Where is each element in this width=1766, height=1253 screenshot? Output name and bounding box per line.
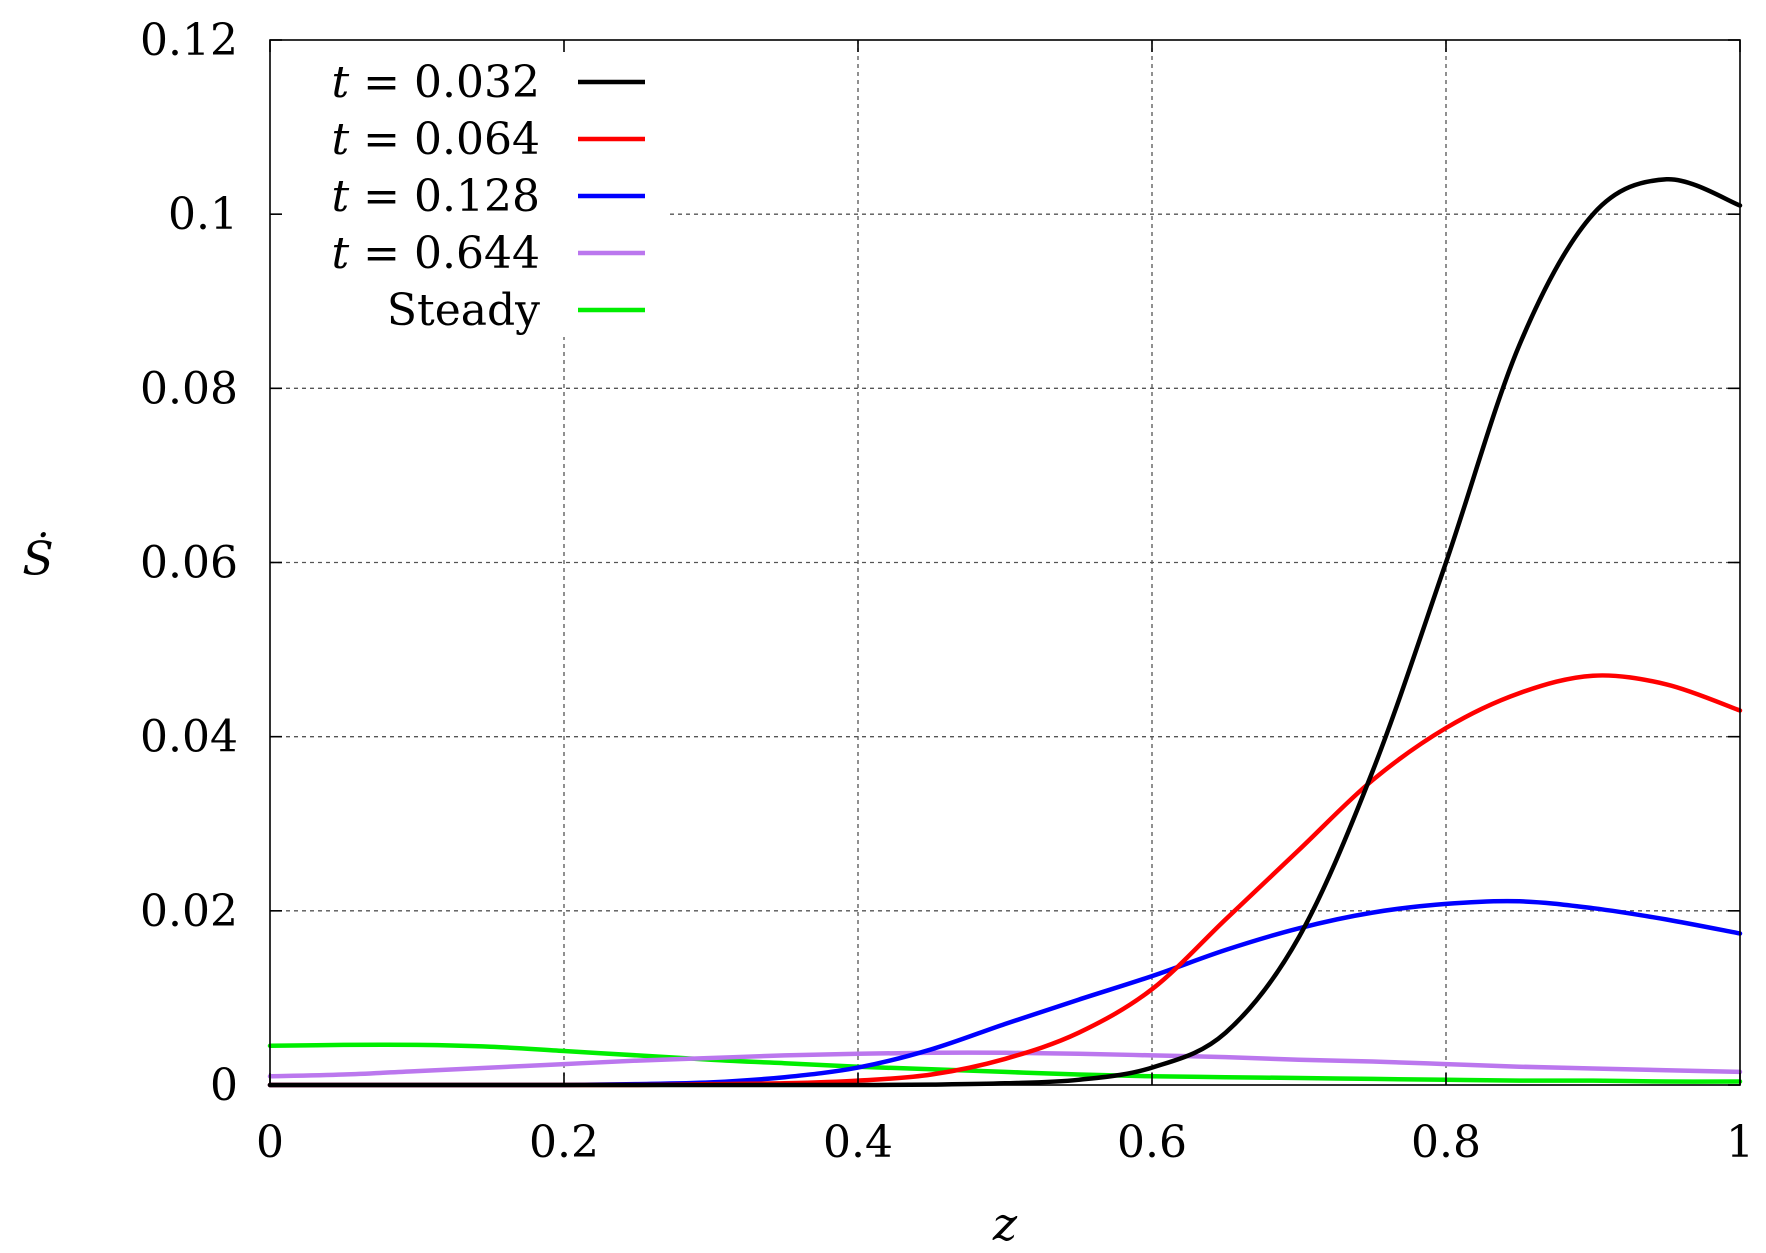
legend-label: t = 0.128 [332, 171, 541, 222]
y-axis-label: Ṡ [22, 531, 54, 586]
y-tick-label: 0.08 [140, 363, 238, 414]
legend-label: t = 0.644 [332, 228, 541, 279]
x-tick-label: 0.8 [1411, 1117, 1481, 1168]
legend: t = 0.032 t = 0.064 t = 0.128 t = 0.644 Stea… [332, 57, 645, 336]
axis-ticks: 0 0.2 0.4 0.6 0.8 1 0 0.02 0.04 0.06 0.08 0.1 0.12 [140, 15, 1754, 1168]
x-tick-label: 0 [256, 1117, 284, 1168]
y-tick-label: 0.06 [140, 538, 238, 589]
x-tick-label: 0.4 [823, 1117, 893, 1168]
y-tick-label: 0.12 [140, 15, 238, 66]
series-line-t-0-644 [267, 1050, 1743, 1079]
x-tick-label: 0.2 [529, 1117, 599, 1168]
legend-label: t = 0.064 [332, 114, 541, 165]
y-tick-label: 0.1 [168, 189, 238, 240]
y-tick-label: 0 [210, 1060, 238, 1111]
y-tick-label: 0.02 [140, 886, 238, 937]
y-tick-label: 0.04 [140, 712, 238, 763]
x-axis-label: z [992, 1197, 1018, 1251]
x-tick-label: 1 [1726, 1117, 1754, 1168]
legend-label: Steady [387, 285, 540, 336]
legend-background [280, 42, 670, 337]
series-line-steady [267, 1042, 1743, 1084]
x-tick-label: 0.6 [1117, 1117, 1187, 1168]
legend-label: t = 0.032 [332, 57, 541, 108]
